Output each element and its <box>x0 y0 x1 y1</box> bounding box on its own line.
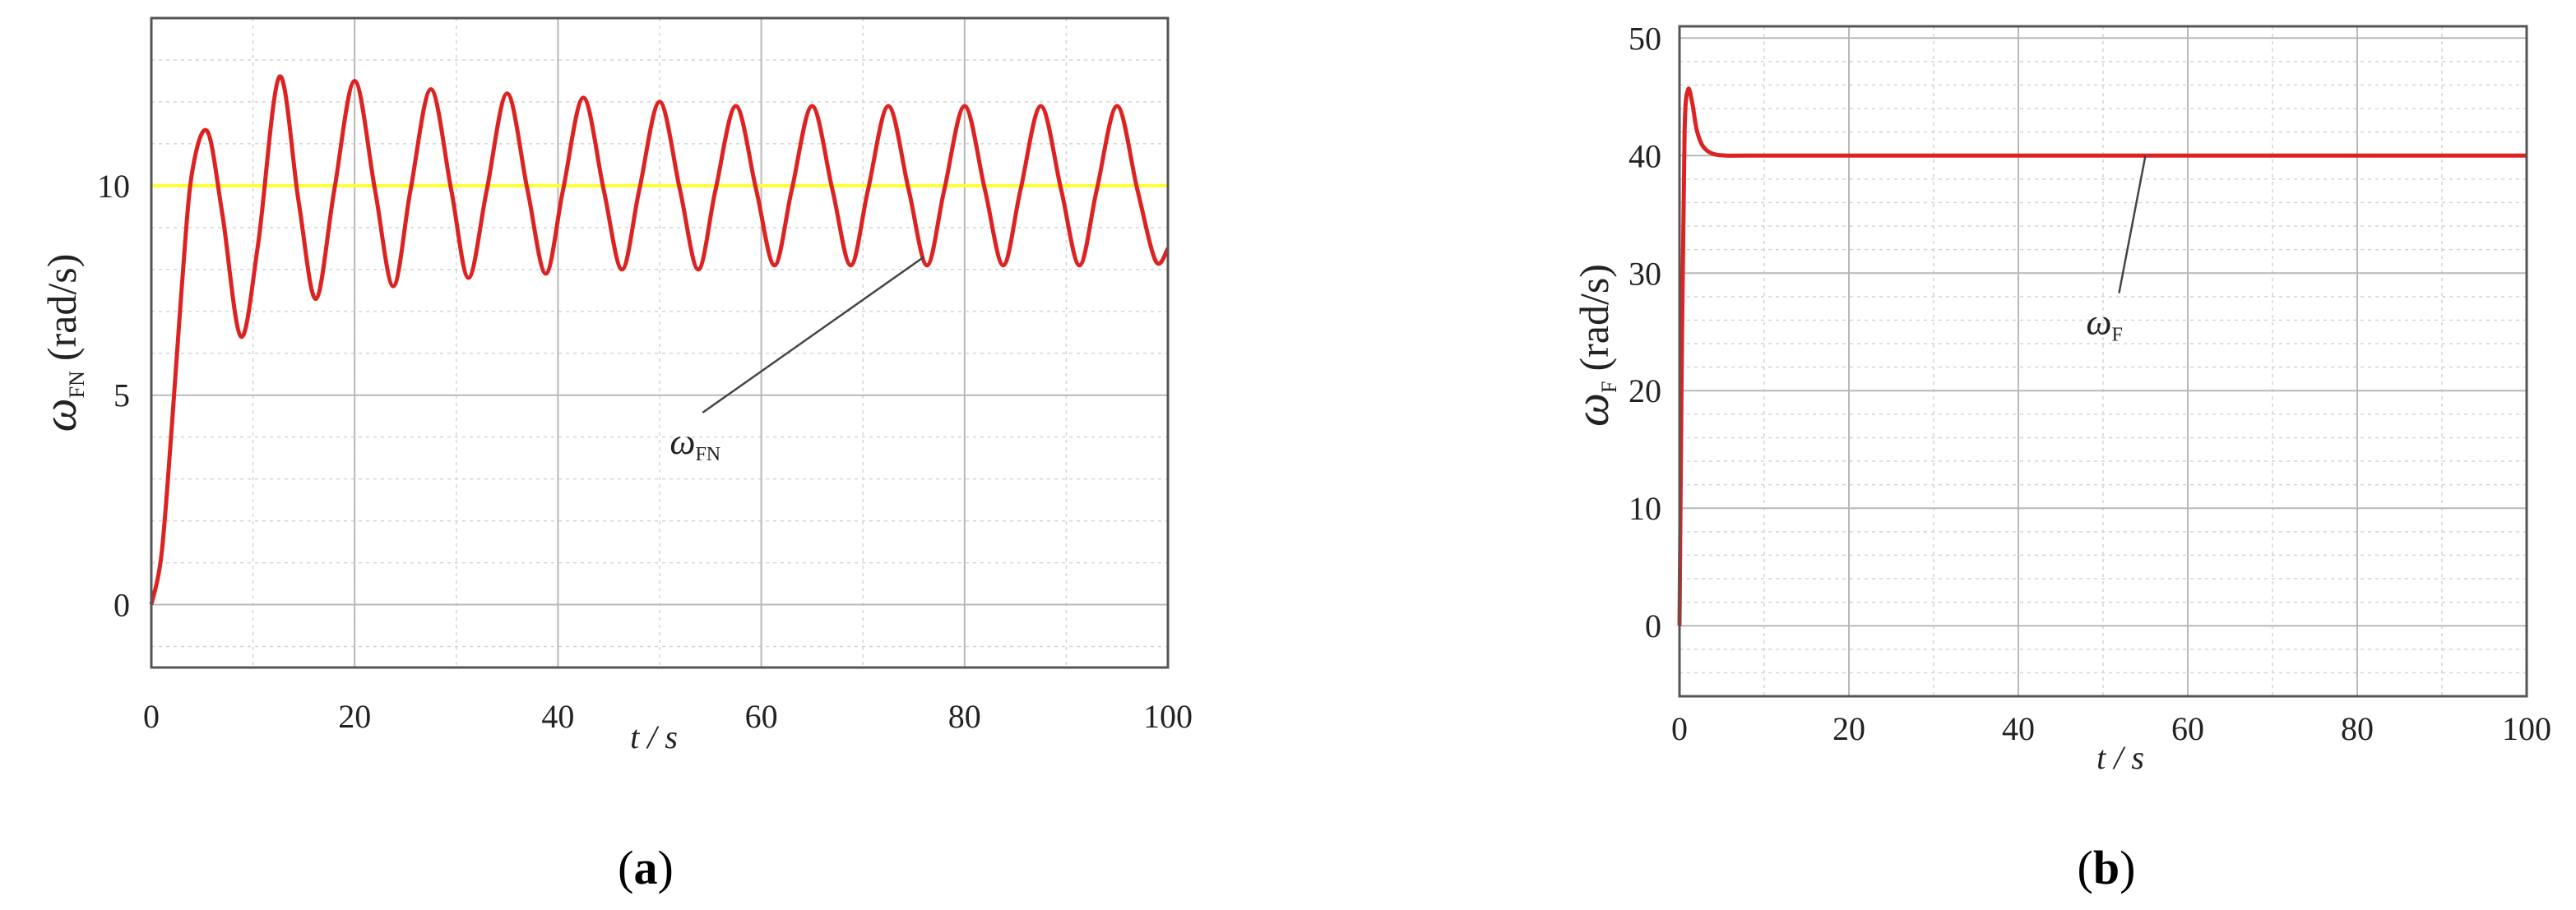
x-tick-label: 0 <box>143 698 160 735</box>
y-tick-label: 10 <box>97 168 130 205</box>
annotation-subscript: FN <box>695 444 720 465</box>
panel-letter-b: b <box>2093 841 2120 894</box>
annotation-leader-line <box>702 256 925 413</box>
y-axis-label-a: ωFN (rad/s) <box>33 254 89 432</box>
y-axis-symbol-b: ω <box>1565 393 1619 427</box>
annotation-subscript: F <box>2111 325 2122 346</box>
x-axis-label-b: t / s <box>2096 739 2144 776</box>
annotation-symbol: ω <box>2086 303 2111 343</box>
y-axis-label-b: ωF (rad/s) <box>1565 264 1621 427</box>
y-tick-label: 10 <box>1629 490 1661 527</box>
x-tick-label: 40 <box>541 698 574 735</box>
x-tick-label: 0 <box>1671 710 1688 747</box>
x-tick-label: 80 <box>948 698 981 735</box>
panel-label-b: (b) <box>2078 841 2136 894</box>
annotation-b: ωF <box>2086 155 2147 346</box>
annotation-symbol: ω <box>669 422 695 462</box>
panel-label-a: (a) <box>618 841 674 894</box>
y-tick-labels-a: 0 5 10 <box>97 168 130 624</box>
y-tick-label: 50 <box>1629 20 1661 57</box>
y-tick-label: 40 <box>1629 137 1661 174</box>
annotation-leader-line <box>2118 155 2147 293</box>
y-axis-subscript-b: F <box>1597 381 1621 393</box>
y-tick-label: 20 <box>1629 372 1661 409</box>
x-tick-labels-a: 0 20 40 60 80 100 <box>143 698 1193 735</box>
x-tick-label: 100 <box>1143 698 1193 735</box>
x-tick-label: 60 <box>2171 710 2204 747</box>
annotation-a: ωFN <box>669 256 925 465</box>
panel-letter-a: a <box>634 841 658 894</box>
x-tick-label: 40 <box>2002 710 2035 747</box>
y-tick-label: 0 <box>1645 607 1661 644</box>
x-tick-label: 80 <box>2341 710 2374 747</box>
x-tick-label: 100 <box>2502 710 2551 747</box>
plot-frame-a <box>150 16 1170 669</box>
x-tick-labels-b: 0 20 40 60 80 100 <box>1671 710 2551 747</box>
y-axis-subscript-a: FN <box>65 371 89 398</box>
y-tick-label: 0 <box>114 587 130 624</box>
y-tick-label: 5 <box>114 377 130 414</box>
y-axis-symbol-a: ω <box>33 398 86 432</box>
y-tick-labels-b: 0 10 20 30 40 50 <box>1629 20 1661 644</box>
series-line <box>1677 86 2527 626</box>
y-tick-label: 30 <box>1629 255 1661 292</box>
annotation-label: ωF <box>2086 303 2122 346</box>
series-line <box>149 74 1170 606</box>
x-axis-label-a: t / s <box>630 718 678 755</box>
plot-frame-b <box>1678 25 2528 698</box>
series-b <box>1677 86 2527 626</box>
annotation-label: ωFN <box>669 422 720 465</box>
series-a <box>149 74 1170 606</box>
x-tick-label: 20 <box>338 698 371 735</box>
y-axis-unit-b: (rad/s) <box>1571 264 1617 372</box>
x-tick-label: 60 <box>745 698 778 735</box>
x-tick-label: 20 <box>1832 710 1865 747</box>
y-axis-unit-a: (rad/s) <box>39 254 85 362</box>
